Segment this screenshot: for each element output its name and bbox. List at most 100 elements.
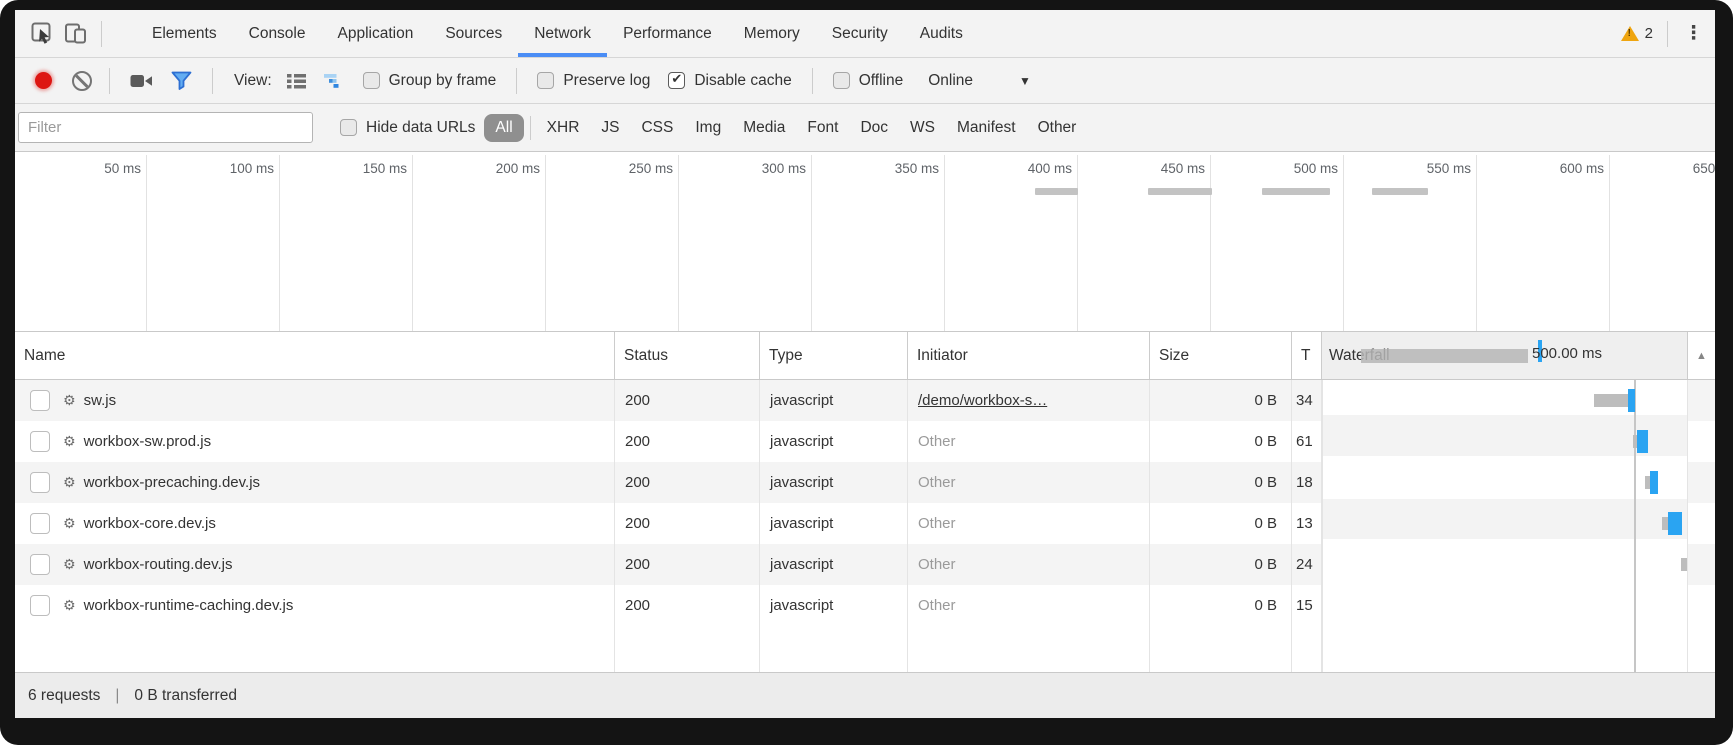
gear-icon: ⚙ [63, 392, 76, 408]
record-button[interactable] [35, 72, 52, 89]
ruler-tick-label: 100 ms [229, 161, 274, 176]
inspect-element-icon[interactable] [25, 17, 59, 51]
tab-audits[interactable]: Audits [919, 24, 963, 42]
group-by-frame-checkbox[interactable]: Group by frame [362, 72, 496, 90]
overview-request-bar [1372, 188, 1428, 195]
table-row[interactable]: ⚙ workbox-runtime-caching.dev.js 200 javasc… [15, 585, 1715, 626]
tab-security[interactable]: Security [831, 24, 888, 42]
chevron-down-icon[interactable]: ▼ [1019, 73, 1031, 88]
table-row[interactable]: ⚙ workbox-core.dev.js 200 javascript Other 0 … [15, 503, 1715, 544]
request-time: 61 [1292, 421, 1322, 462]
network-panel: Elements Console Application Sources Network… [15, 10, 1715, 718]
ruler-gridline [1476, 155, 1477, 331]
ruler-gridline [1210, 155, 1211, 331]
row-checkbox[interactable] [30, 513, 50, 534]
table-row[interactable]: ⚙ workbox-sw.prod.js 200 javascript Other 0 B… [15, 421, 1715, 462]
checkbox-icon[interactable] [668, 71, 686, 89]
column-header-name[interactable]: Name [15, 332, 615, 379]
checkbox-icon[interactable] [340, 119, 357, 136]
timeline-overview[interactable]: 50 ms 100 ms 150 ms 200 ms 250 ms 300 ms 350 m… [15, 152, 1715, 332]
waterfall-waiting-bar [1645, 476, 1651, 489]
tab-memory[interactable]: Memory [743, 24, 800, 42]
column-header-waterfall[interactable]: Waterfall 500.00 ms [1322, 332, 1688, 379]
tab-elements[interactable]: Elements [152, 24, 217, 42]
checkbox-icon[interactable] [832, 72, 850, 89]
list-view-icon[interactable] [286, 73, 306, 89]
filter-type-manifest[interactable]: Manifest [956, 118, 1016, 136]
filter-funnel-icon[interactable] [171, 71, 192, 90]
tab-network[interactable]: Network [518, 10, 608, 57]
ruler-tick-label: 450 ms [1160, 161, 1205, 176]
screenshot-camera-icon[interactable] [130, 73, 153, 89]
filter-type-doc[interactable]: Doc [860, 118, 889, 136]
tabbar-right: 2 ⋮ [1620, 20, 1715, 47]
gear-icon: ⚙ [63, 597, 76, 613]
column-header-time[interactable]: T [1292, 332, 1322, 379]
waterfall-view-icon[interactable] [323, 73, 345, 89]
kebab-menu-icon[interactable]: ⋮ [1684, 23, 1703, 44]
divider [529, 115, 531, 140]
filter-type-all[interactable]: All [484, 113, 524, 142]
row-checkbox[interactable] [30, 390, 50, 411]
offline-checkbox[interactable]: Offline [832, 71, 904, 90]
row-checkbox[interactable] [30, 431, 50, 452]
ruler-tick-label: 350 ms [894, 161, 939, 176]
filter-type-media[interactable]: Media [743, 118, 786, 136]
filter-input[interactable] [18, 112, 313, 143]
waterfall-receiving-bar [1637, 430, 1648, 453]
waterfall-receiving-bar [1650, 471, 1658, 494]
filter-type-xhr[interactable]: XHR [546, 118, 580, 136]
request-type: javascript [760, 421, 908, 462]
hide-data-urls-checkbox[interactable]: Hide data URLs [340, 119, 475, 137]
waterfall-receiving-bar [1687, 553, 1688, 576]
request-status: 200 [615, 462, 760, 503]
checkbox-label: Offline [858, 71, 904, 89]
request-name: workbox-runtime-caching.dev.js [83, 597, 294, 614]
sort-ascending-icon[interactable]: ▲ [1696, 349, 1707, 362]
filter-type-img[interactable]: Img [695, 118, 722, 136]
table-header: Name Status Type Initiator Size T Waterf… [15, 332, 1715, 380]
filter-type-css[interactable]: CSS [641, 118, 674, 136]
throttling-select[interactable]: Online [928, 71, 974, 89]
network-filterbar: Hide data URLs All XHR JS CSS Img Media Font Do… [15, 104, 1715, 152]
devtools-tabbar: Elements Console Application Sources Network… [15, 10, 1715, 58]
tab-sources[interactable]: Sources [445, 24, 503, 42]
column-header-status[interactable]: Status [615, 332, 760, 379]
load-event-line [1634, 380, 1636, 672]
row-checkbox[interactable] [30, 472, 50, 493]
preserve-log-checkbox[interactable]: Preserve log [537, 72, 650, 90]
filter-type-font[interactable]: Font [807, 118, 839, 136]
tab-console[interactable]: Console [248, 24, 306, 42]
request-initiator[interactable]: /demo/workbox-s… [908, 380, 1150, 421]
column-header-initiator[interactable]: Initiator [908, 332, 1150, 379]
warnings-indicator[interactable]: 2 [1620, 25, 1653, 42]
overview-request-bar [1148, 188, 1212, 195]
device-toolbar-icon[interactable] [59, 17, 93, 51]
checkbox-icon[interactable] [362, 72, 380, 89]
ruler-tick-label: 400 ms [1027, 161, 1072, 176]
column-header-type[interactable]: Type [760, 332, 908, 379]
column-header-size[interactable]: Size [1150, 332, 1292, 379]
request-initiator: Other [908, 462, 1150, 503]
request-name: workbox-routing.dev.js [83, 556, 233, 573]
row-checkbox[interactable] [30, 595, 50, 616]
tab-performance[interactable]: Performance [623, 24, 712, 42]
filter-type-other[interactable]: Other [1037, 118, 1077, 136]
clear-icon[interactable] [72, 70, 92, 91]
request-name: workbox-precaching.dev.js [83, 474, 261, 491]
warning-icon [1620, 26, 1639, 41]
ruler-gridline [545, 155, 546, 331]
disable-cache-checkbox[interactable]: Disable cache [668, 71, 792, 90]
checkbox-icon[interactable] [537, 72, 555, 89]
summary-statusbar: 6 requests | 0 B transferred [15, 672, 1715, 718]
requests-table-body: ⚙ sw.js 200 javascript/demo/workbox-s… 0 B 34… [15, 380, 1715, 672]
divider [1667, 20, 1668, 47]
tab-application[interactable]: Application [337, 24, 414, 42]
ruler-gridline [1343, 155, 1344, 331]
ruler-gridline [678, 155, 679, 331]
row-checkbox[interactable] [30, 554, 50, 575]
filter-type-ws[interactable]: WS [910, 118, 935, 136]
filter-type-js[interactable]: JS [601, 118, 620, 136]
request-size: 0 B [1150, 462, 1292, 503]
waterfall-scale-bar [1361, 349, 1528, 363]
